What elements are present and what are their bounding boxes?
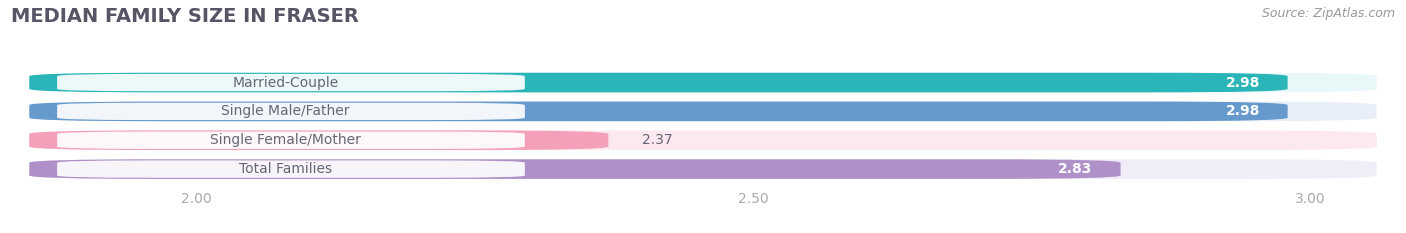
Text: Single Female/Mother: Single Female/Mother [209, 133, 361, 147]
Text: 2.37: 2.37 [641, 133, 672, 147]
FancyBboxPatch shape [30, 73, 1288, 92]
FancyBboxPatch shape [58, 161, 524, 178]
FancyBboxPatch shape [30, 130, 609, 150]
FancyBboxPatch shape [58, 103, 524, 120]
FancyBboxPatch shape [30, 102, 1288, 121]
FancyBboxPatch shape [30, 102, 1376, 121]
FancyBboxPatch shape [30, 159, 1376, 179]
Text: 2.98: 2.98 [1226, 75, 1260, 89]
Text: Single Male/Father: Single Male/Father [221, 104, 350, 118]
Text: 2.98: 2.98 [1226, 104, 1260, 118]
Text: MEDIAN FAMILY SIZE IN FRASER: MEDIAN FAMILY SIZE IN FRASER [11, 7, 359, 26]
Text: Source: ZipAtlas.com: Source: ZipAtlas.com [1261, 7, 1395, 20]
FancyBboxPatch shape [58, 74, 524, 91]
Text: Total Families: Total Families [239, 162, 332, 176]
FancyBboxPatch shape [30, 73, 1376, 92]
Text: 2.83: 2.83 [1059, 162, 1092, 176]
FancyBboxPatch shape [30, 130, 1376, 150]
Text: Married-Couple: Married-Couple [232, 75, 339, 89]
FancyBboxPatch shape [58, 132, 524, 149]
FancyBboxPatch shape [30, 159, 1121, 179]
